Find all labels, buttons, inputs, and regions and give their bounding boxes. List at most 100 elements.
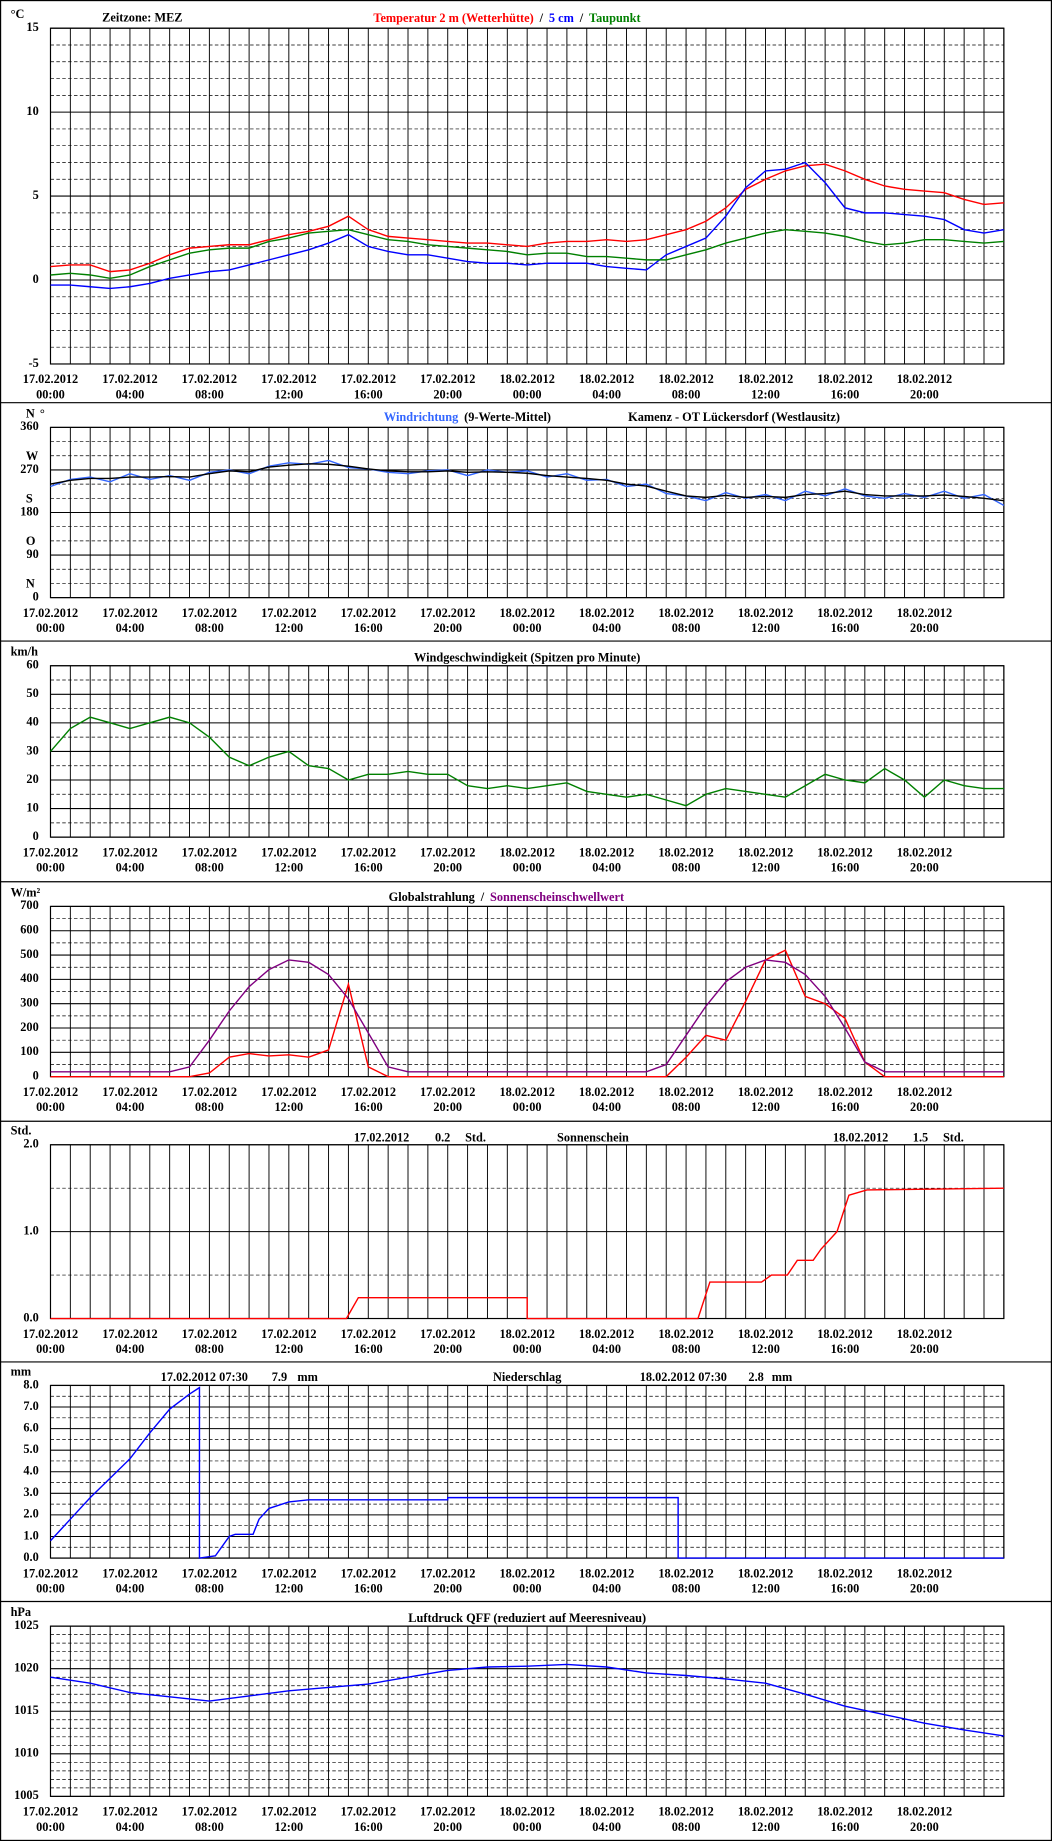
x-tick-date: 18.02.2012	[658, 1327, 713, 1341]
x-tick-date: 17.02.2012	[341, 845, 396, 859]
y-tick-label: 1010	[14, 1746, 39, 1760]
series-line	[50, 161, 1004, 290]
x-tick-date: 17.02.2012	[182, 1566, 237, 1580]
chart-panel: 0.0 1.0 2.0 3.0 4.0 5.0 6.0 7.0 8.0 17.02.2012 00:…	[11, 1364, 1005, 1596]
station-name: Kamenz - OT Lückersdorf (Westlausitz)	[628, 410, 840, 424]
x-tick-date: 17.02.2012	[420, 372, 475, 386]
x-tick-time: 04:00	[592, 1582, 621, 1596]
y-tick-label: 10	[26, 104, 38, 118]
x-tick-date: 18.02.2012	[897, 1566, 952, 1580]
y-tick-label: 0.0	[23, 1550, 38, 1564]
x-tick-time: 16:00	[831, 388, 860, 402]
chart-panel: 1005101010151020102517.02.201200:0017.02…	[11, 1605, 1005, 1834]
y-tick-label: 300	[20, 996, 38, 1010]
x-tick-time: 20:00	[910, 1342, 939, 1356]
x-tick-time: 20:00	[433, 1582, 462, 1596]
y-tick-label: 6.0	[23, 1420, 38, 1434]
x-tick-date: 17.02.2012	[341, 1327, 396, 1341]
annotation: 18.02.2012 07:30	[640, 1370, 727, 1384]
x-tick-date: 18.02.2012	[579, 1085, 634, 1099]
x-tick-time: 08:00	[672, 1342, 701, 1356]
annotation: 7.9	[272, 1370, 287, 1384]
x-tick-time: 00:00	[36, 1342, 65, 1356]
y-tick-label: 100	[20, 1044, 38, 1058]
x-tick-date: 17.02.2012	[102, 1327, 157, 1341]
x-tick-date: 18.02.2012	[579, 606, 634, 620]
x-tick-date: 17.02.2012	[261, 1805, 316, 1819]
x-tick-time: 12:00	[751, 388, 780, 402]
y-tick-label: 15	[26, 20, 38, 34]
legend-entry: Sonnenscheinschwellwert	[490, 890, 625, 904]
x-tick-date: 18.02.2012	[658, 845, 713, 859]
unit-label: °C	[11, 7, 25, 21]
legend-separator: /	[579, 11, 584, 25]
compass-label: N	[26, 406, 35, 420]
y-tick-label: 90	[26, 547, 38, 561]
x-tick-time: 16:00	[354, 388, 383, 402]
x-tick-time: 12:00	[751, 861, 780, 875]
x-tick-time: 20:00	[433, 1100, 462, 1114]
x-tick-date: 18.02.2012	[658, 1805, 713, 1819]
annotation: 0.2	[435, 1131, 450, 1145]
x-tick-date: 17.02.2012	[102, 1566, 157, 1580]
series-line	[50, 949, 1004, 1078]
x-tick-time: 00:00	[36, 1820, 65, 1834]
x-tick-date: 18.02.2012	[897, 1085, 952, 1099]
x-tick-date: 17.02.2012	[341, 1085, 396, 1099]
y-tick-label: 400	[20, 971, 38, 985]
x-tick-date: 18.02.2012	[817, 1566, 872, 1580]
x-tick-time: 20:00	[910, 1100, 939, 1114]
annotation: 2.8	[748, 1370, 763, 1384]
x-tick-time: 16:00	[831, 1342, 860, 1356]
x-tick-time: 16:00	[354, 861, 383, 875]
x-tick-date: 17.02.2012	[182, 1085, 237, 1099]
legend-separator: /	[539, 11, 544, 25]
y-tick-label: 60	[26, 658, 38, 672]
x-tick-time: 00:00	[513, 1342, 542, 1356]
unit-label: °	[40, 406, 45, 420]
x-tick-date: 18.02.2012	[897, 372, 952, 386]
y-tick-label: 7.0	[23, 1399, 38, 1413]
legend: Windrichtung (9-Werte-Mittel)	[384, 410, 551, 424]
series-line	[50, 459, 1005, 507]
x-tick-date: 17.02.2012	[23, 1805, 78, 1819]
x-tick-date: 18.02.2012	[897, 1805, 952, 1819]
y-tick-label: 50	[26, 686, 38, 700]
y-tick-label: 20	[26, 772, 38, 786]
unit-label: hPa	[11, 1605, 32, 1619]
x-tick-time: 04:00	[116, 1342, 145, 1356]
annotation: Zeitzone: MEZ	[102, 11, 182, 25]
x-tick-time: 20:00	[433, 621, 462, 635]
x-tick-date: 17.02.2012	[102, 845, 157, 859]
x-tick-date: 17.02.2012	[102, 1805, 157, 1819]
x-tick-time: 00:00	[513, 388, 542, 402]
x-tick-date: 17.02.2012	[420, 845, 475, 859]
x-tick-time: 16:00	[831, 1582, 860, 1596]
x-tick-date: 17.02.2012	[261, 372, 316, 386]
x-tick-time: 20:00	[910, 861, 939, 875]
x-tick-time: 04:00	[592, 621, 621, 635]
x-tick-time: 04:00	[592, 1342, 621, 1356]
series-line	[50, 463, 1004, 502]
y-tick-label: 600	[20, 923, 38, 937]
x-tick-date: 17.02.2012	[23, 1566, 78, 1580]
annotation: Std.	[943, 1131, 964, 1145]
y-tick-label: 3.0	[23, 1485, 38, 1499]
x-tick-time: 08:00	[195, 1582, 224, 1596]
x-tick-date: 18.02.2012	[499, 606, 554, 620]
x-tick-date: 17.02.2012	[420, 1566, 475, 1580]
x-tick-time: 12:00	[274, 388, 303, 402]
x-tick-date: 18.02.2012	[738, 845, 793, 859]
x-tick-time: 12:00	[751, 1582, 780, 1596]
x-tick-time: 08:00	[195, 388, 224, 402]
x-tick-time: 00:00	[513, 861, 542, 875]
x-tick-date: 18.02.2012	[738, 606, 793, 620]
x-tick-time: 04:00	[592, 1100, 621, 1114]
x-tick-date: 17.02.2012	[182, 845, 237, 859]
y-tick-label: 0	[33, 589, 39, 603]
legend-entry: 5 cm	[549, 11, 575, 25]
x-tick-date: 17.02.2012	[23, 1327, 78, 1341]
x-tick-date: 18.02.2012	[738, 1566, 793, 1580]
